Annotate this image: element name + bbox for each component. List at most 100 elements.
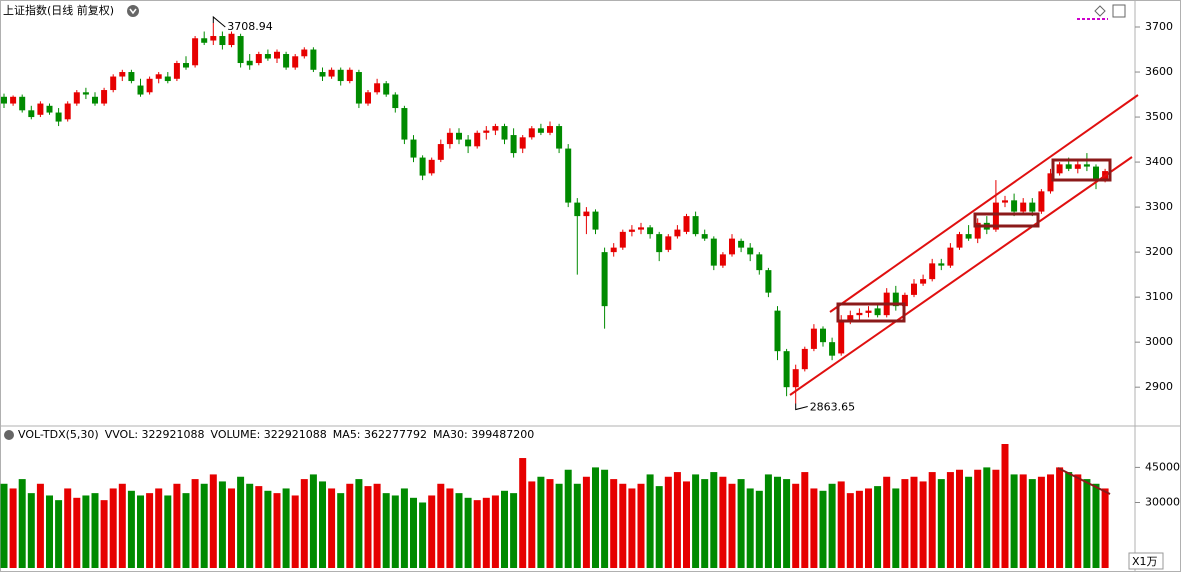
volume-bar: [18, 479, 26, 568]
volume-bar: [309, 474, 317, 568]
candle-body: [783, 351, 790, 388]
low-annotation: 2863.65: [810, 401, 856, 414]
candle-body: [601, 252, 608, 307]
y-tick-label: 2900: [1145, 380, 1173, 393]
volume-bar: [755, 490, 763, 568]
candle-body: [374, 83, 381, 93]
candle-body: [838, 319, 845, 354]
y-tick-label: 3600: [1145, 65, 1173, 78]
volume-bar: [491, 495, 499, 568]
volume-bar: [928, 472, 936, 568]
volume-bar: [255, 486, 263, 568]
candle-body: [565, 148, 572, 203]
candle-body: [183, 63, 189, 68]
y-tick-label: 3500: [1145, 110, 1173, 123]
candle-body: [346, 69, 353, 82]
candle-body: [765, 270, 772, 293]
volume-bar: [228, 488, 235, 568]
volume-bar: [783, 479, 791, 568]
volume-bar: [983, 467, 991, 568]
volume-bar: [0, 483, 8, 568]
candle-body: [892, 292, 899, 307]
volume-bar: [655, 486, 663, 568]
volume-bar: [683, 481, 690, 568]
volume-bar: [637, 483, 645, 568]
volume-bar: [36, 483, 44, 568]
candle-body: [1074, 164, 1081, 169]
unit-label: X1万: [1132, 555, 1158, 568]
volume-bar: [55, 500, 63, 568]
candle-body: [201, 38, 208, 43]
candle-body: [865, 310, 872, 313]
volume-bar: [737, 479, 745, 568]
candle-body: [1065, 164, 1072, 169]
candle-body: [465, 139, 472, 147]
y-tick-label: 3400: [1145, 155, 1173, 168]
candle-body: [164, 76, 171, 82]
volume-trend-line: [1057, 467, 1111, 495]
candle-body: [301, 49, 308, 57]
volume-bar: [337, 493, 345, 568]
candle-body: [173, 63, 180, 79]
candle-body: [128, 72, 135, 82]
volume-bar: [373, 483, 381, 568]
volume-bar: [719, 476, 727, 568]
volume-bar: [146, 493, 154, 568]
candle-body: [820, 328, 826, 343]
volume-bar: [892, 488, 900, 568]
annotation-arrow: [212, 15, 226, 28]
volume-bar: [300, 479, 308, 568]
candle-body: [1029, 202, 1036, 212]
volume-bar: [173, 483, 181, 568]
candle-body: [274, 51, 280, 59]
volume-bar: [1101, 488, 1109, 568]
candle-body: [774, 310, 781, 352]
volume-bar: [73, 497, 81, 568]
volume-bar: [537, 476, 545, 568]
candle-body: [729, 238, 735, 255]
indicator-label: MA30: 399487200: [433, 428, 534, 441]
trend-line: [789, 156, 1133, 396]
window-icon[interactable]: [1112, 4, 1126, 18]
candle-body: [1083, 164, 1090, 167]
volume-bar: [410, 497, 417, 568]
candle-body: [355, 72, 362, 104]
title-menu-icon[interactable]: [127, 5, 139, 17]
candle-body: [19, 96, 26, 111]
indicator-label: VOL-TDX(5,30): [18, 428, 99, 441]
volume-bar: [510, 493, 518, 568]
volume-bar: [127, 490, 135, 568]
volume-bar: [346, 483, 354, 568]
volume-bar: [573, 483, 581, 568]
volume-bar: [837, 481, 845, 568]
volume-bar: [965, 476, 973, 568]
volume-bar: [619, 483, 627, 568]
volume-bar: [956, 469, 963, 568]
volume-bar: [673, 472, 681, 568]
volume-bar: [237, 476, 245, 568]
candle-body: [483, 130, 490, 133]
candle-body: [956, 234, 963, 248]
candle-body: [146, 78, 153, 93]
candle-body: [1020, 202, 1027, 212]
volume-bar: [328, 488, 336, 568]
volume-bar: [100, 500, 108, 568]
candle-body: [419, 157, 426, 176]
volume-bar: [801, 472, 809, 568]
candle-body: [592, 211, 599, 230]
volume-bar: [182, 493, 190, 568]
volume-bar: [355, 479, 363, 568]
vol-menu-icon[interactable]: [4, 430, 14, 440]
volume-bar: [592, 467, 599, 568]
diamond-icon[interactable]: [1094, 5, 1106, 17]
candle-body: [292, 56, 299, 68]
volume-bar: [992, 469, 1000, 568]
y-tick-label: 3000: [1145, 335, 1173, 348]
volume-bar: [473, 500, 481, 568]
volume-bar: [601, 469, 609, 568]
candle-body: [619, 231, 626, 248]
volume-bar: [855, 490, 863, 568]
volume-bar: [1019, 474, 1027, 568]
y-tick-label: 3700: [1145, 20, 1173, 33]
volume-bar: [118, 483, 126, 568]
